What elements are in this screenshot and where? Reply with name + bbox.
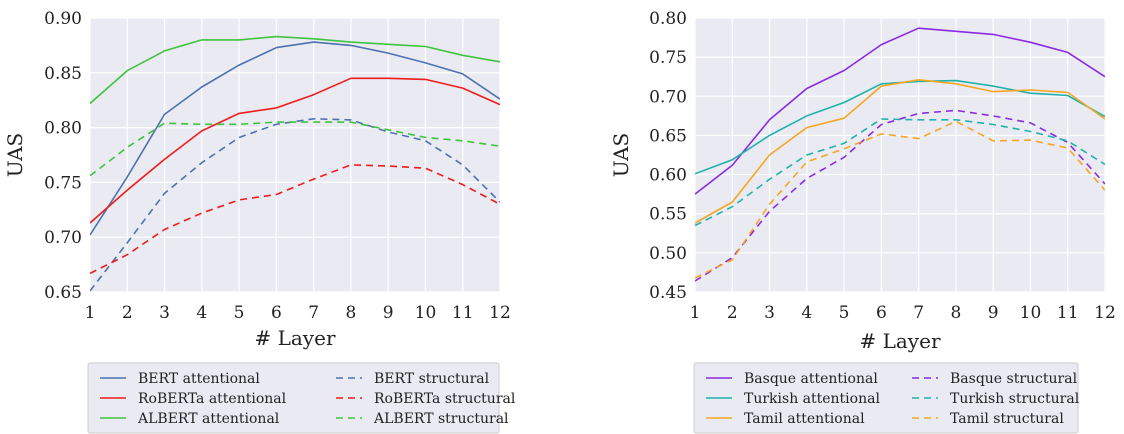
x-tick-label: 12 <box>1094 303 1116 323</box>
x-tick-label: 3 <box>764 303 775 323</box>
series-line-3 <box>695 79 1105 224</box>
x-tick-label: 5 <box>839 303 850 323</box>
legend-label-2: RoBERTa attentional <box>138 391 287 407</box>
x-tick-label: 4 <box>801 303 812 323</box>
x-tick-label: 4 <box>196 303 207 323</box>
x-tick-label: 7 <box>913 303 924 323</box>
y-tick-label: 0.65 <box>649 126 687 146</box>
legend-label-2: Turkish attentional <box>744 391 880 407</box>
series-line-6 <box>695 120 1105 279</box>
x-tick-label: 9 <box>383 303 394 323</box>
x-tick-label: 1 <box>690 303 701 323</box>
series-line-5 <box>695 118 1105 227</box>
y-tick-label: 0.65 <box>44 283 82 303</box>
y-tick-label: 0.90 <box>44 9 82 29</box>
y-tick-label: 0.85 <box>44 64 82 84</box>
plot-area <box>695 18 1105 292</box>
y-axis-label: UAS <box>609 133 633 177</box>
y-tick-label: 0.70 <box>44 228 82 248</box>
series-line-1 <box>90 41 500 236</box>
x-tick-label: 2 <box>122 303 133 323</box>
x-tick-label: 8 <box>950 303 961 323</box>
x-tick-label: 10 <box>1020 303 1042 323</box>
y-tick-label: 0.70 <box>649 87 687 107</box>
x-tick-label: 5 <box>234 303 245 323</box>
x-axis-label: # Layer <box>859 329 940 353</box>
series-line-4 <box>90 118 500 292</box>
y-tick-label: 0.80 <box>649 9 687 29</box>
series-line-1 <box>695 27 1105 195</box>
series-line-3 <box>90 35 500 105</box>
legend-label-3: ALBERT attentional <box>137 411 280 427</box>
x-axis-label: # Layer <box>254 326 335 350</box>
legend-label-5: Turkish structural <box>950 391 1080 407</box>
series-line-6 <box>90 121 500 177</box>
x-tick-label: 12 <box>489 303 511 323</box>
legend-label-3: Tamil attentional <box>744 411 865 427</box>
x-tick-label: 11 <box>1057 303 1079 323</box>
legend-label-4: BERT structural <box>374 371 490 387</box>
x-tick-label: 7 <box>308 303 319 323</box>
legend-label-1: Basque attentional <box>744 371 878 387</box>
legend-label-6: Tamil structural <box>950 411 1064 427</box>
legend-label-5: RoBERTa structural <box>374 391 516 407</box>
series-line-2 <box>90 77 500 224</box>
chart-2: 0.450.500.550.600.650.700.750.801 2 3 4 5 6 7 8… <box>609 9 1116 434</box>
x-tick-label: 2 <box>727 303 738 323</box>
legend: BERT attentional RoBERTa attentional ALBER… <box>87 362 516 434</box>
legend-box <box>87 362 500 434</box>
chart-1: 0.650.700.750.800.850.901 2 3 4 5 6 7 8 9 10 11 12#… <box>3 9 516 434</box>
x-tick-label: 9 <box>988 303 999 323</box>
legend: Basque attentional Turkish attentional Tam… <box>693 362 1080 434</box>
series-line-5 <box>90 164 500 275</box>
plot-area <box>90 18 500 292</box>
y-tick-label: 0.45 <box>649 283 687 303</box>
legend-label-6: ALBERT structural <box>373 411 509 427</box>
x-tick-label: 6 <box>271 303 282 323</box>
x-tick-label: 1 <box>85 303 96 323</box>
y-tick-label: 0.75 <box>649 48 687 68</box>
y-tick-label: 0.75 <box>44 173 82 193</box>
x-tick-label: 10 <box>415 303 437 323</box>
y-tick-label: 0.50 <box>649 244 687 264</box>
legend-label-1: BERT attentional <box>138 371 260 387</box>
x-tick-label: 6 <box>876 303 887 323</box>
y-axis-label: UAS <box>3 133 27 177</box>
y-tick-label: 0.60 <box>649 166 687 186</box>
y-tick-label: 0.80 <box>44 119 82 139</box>
legend-label-4: Basque structural <box>950 371 1078 387</box>
x-tick-label: 11 <box>452 303 474 323</box>
y-tick-label: 0.55 <box>649 205 687 225</box>
x-tick-label: 3 <box>159 303 170 323</box>
x-tick-label: 8 <box>345 303 356 323</box>
legend-box <box>693 362 1079 434</box>
